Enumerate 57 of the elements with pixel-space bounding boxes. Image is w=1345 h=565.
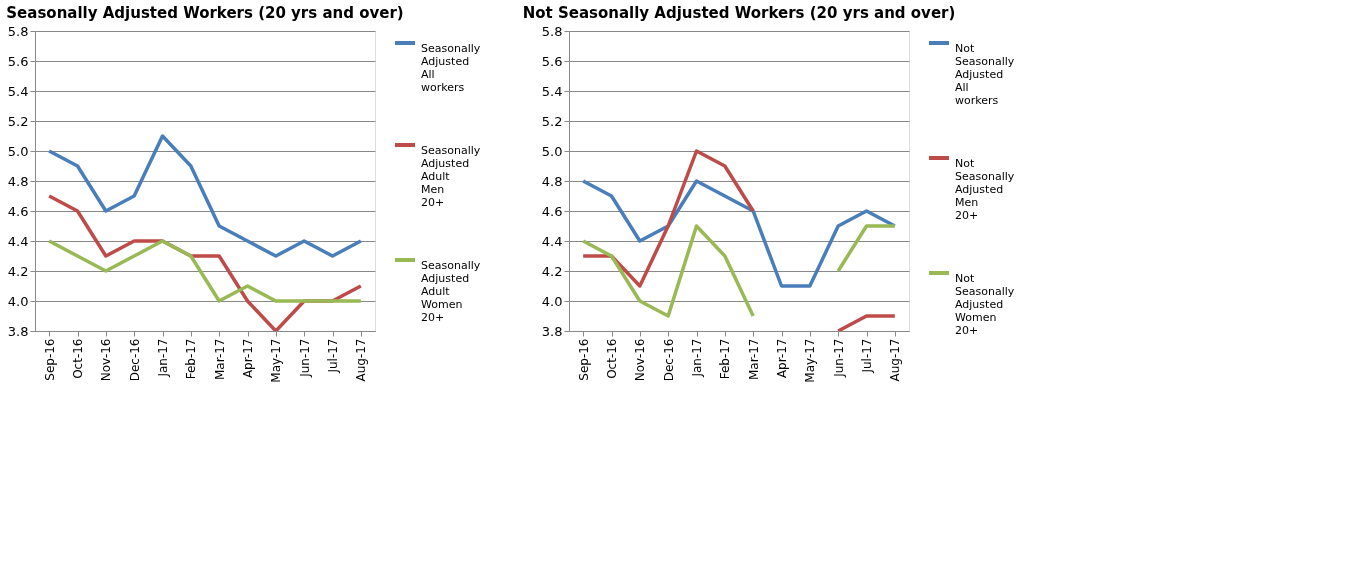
legend-label: Not Seasonally Adjusted All workers [955, 42, 1015, 107]
y-tick-label: 4.8 [541, 173, 563, 189]
line-series [581, 179, 897, 288]
y-tick-label: 4.2 [541, 263, 563, 279]
y-tick-label: 5.8 [541, 23, 563, 39]
x-tick-label: Jan-17 [156, 338, 170, 378]
chart-title: Not Seasonally Adjusted Workers (20 yrs and over) [522, 4, 956, 22]
x-tick-label: May-17 [269, 338, 284, 383]
x-tick-label: Aug-17 [354, 338, 369, 382]
x-tick-label: Apr-17 [241, 338, 255, 379]
legend-label: Not Seasonally Adjusted Women 20+ [955, 272, 1015, 337]
x-tick-label: Oct-16 [71, 338, 85, 379]
y-tick-label: 5.6 [541, 53, 563, 69]
x-tick-label: Sep-16 [42, 338, 57, 381]
x-tick-label: Feb-17 [718, 338, 733, 380]
chart-title: Seasonally Adjusted Workers (20 yrs and over) [6, 4, 404, 22]
x-tick-label: Nov-16 [99, 338, 114, 382]
legend-label: Seasonally Adjusted Adult Men 20+ [421, 144, 481, 209]
x-tick-label: Jan-17 [690, 338, 704, 378]
y-tick-label: 4.0 [7, 293, 29, 309]
x-tick-label: Jun-17 [831, 338, 846, 378]
y-tick-label: 4.6 [541, 203, 563, 219]
y-tick-label: 5.2 [541, 113, 563, 129]
x-tick-label: Aug-17 [888, 338, 903, 382]
x-tick-label: Apr-17 [775, 338, 789, 379]
x-tick-label: Jun-17 [297, 338, 312, 378]
y-tick-label: 4.8 [7, 173, 29, 189]
line-series [47, 134, 363, 258]
x-tick-label: Dec-16 [661, 338, 676, 382]
y-tick-label: 5.2 [7, 113, 29, 129]
legend-label: Seasonally Adjusted Adult Women 20+ [421, 259, 481, 324]
y-tick-label: 4.4 [7, 233, 29, 249]
x-tick-label: May-17 [803, 338, 818, 383]
x-tick-label: Mar-17 [746, 338, 761, 380]
y-tick-label: 3.8 [541, 323, 563, 339]
y-tick-label: 5.8 [7, 23, 29, 39]
y-tick-label: 5.4 [7, 83, 29, 99]
y-tick-label: 4.0 [541, 293, 563, 309]
y-tick-label: 4.6 [7, 203, 29, 219]
y-tick-label: 5.0 [541, 143, 563, 159]
legend-label: Not Seasonally Adjusted Men 20+ [955, 157, 1015, 222]
y-tick-label: 5.6 [7, 53, 29, 69]
x-tick-label: Dec-16 [127, 338, 142, 382]
y-tick-label: 5.4 [541, 83, 563, 99]
x-tick-label: Nov-16 [633, 338, 648, 382]
x-tick-label: Oct-16 [605, 338, 619, 379]
y-tick-label: 4.4 [541, 233, 563, 249]
line-series [47, 239, 363, 303]
x-tick-label: Sep-16 [576, 338, 591, 381]
x-tick-label: Feb-17 [184, 338, 199, 380]
legend-label: Seasonally Adjusted All workers [421, 42, 481, 94]
x-tick-label: Jul-17 [326, 338, 340, 374]
x-tick-label: Jul-17 [860, 338, 874, 374]
y-tick-label: 5.0 [7, 143, 29, 159]
y-tick-label: 4.2 [7, 263, 29, 279]
y-tick-label: 3.8 [7, 323, 29, 339]
x-tick-label: Mar-17 [212, 338, 227, 380]
